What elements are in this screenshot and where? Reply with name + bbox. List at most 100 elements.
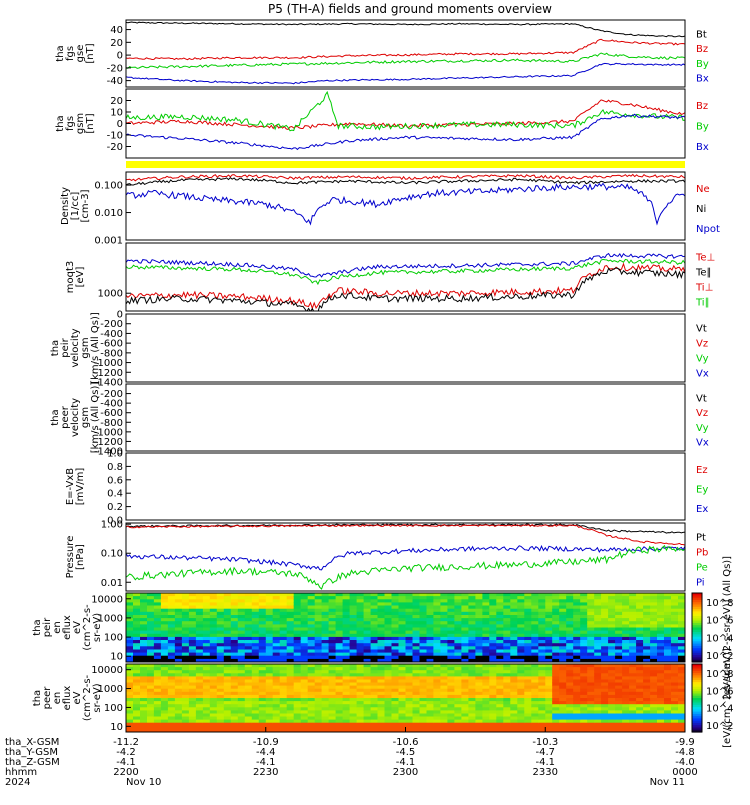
- fgs-gsm-ylabel-line: [nT]: [85, 113, 96, 133]
- legend-entry-pressure: Pb: [696, 548, 708, 559]
- xaxis-tick-label: -10.3: [532, 737, 558, 748]
- peir-velocity-ytick-label: -600: [100, 339, 123, 350]
- peer-velocity-frame: [125, 383, 686, 452]
- density-frame: [125, 171, 686, 241]
- peir-velocity-ylabel-line: [km/s (All Qs)]: [90, 312, 101, 384]
- series-pressure-Pb: [126, 524, 685, 546]
- panel-peir-spec: 10^8 10^6 10^4 10^2[eV/(cm^2-s-sr-eV)] (All…: [32, 556, 733, 699]
- density-ytick-label: 0.010: [94, 208, 123, 219]
- peir-velocity-ytick-label: -1000: [94, 358, 123, 369]
- peir-velocity-ylabel-line: peir: [60, 337, 71, 357]
- density-ytick-label: 0.001: [94, 236, 123, 247]
- efield-ytick-label: 0.2: [107, 502, 123, 513]
- xaxis-tick-label: -11.2: [113, 737, 139, 748]
- pressure-ylabel-line: Pressure: [65, 536, 76, 579]
- peir-spec-colorbar-tick: 10^2: [706, 651, 733, 662]
- fgs-gsm-legend: Bz By Bx: [696, 101, 709, 153]
- legend-entry-temperature: Ti⊥: [695, 283, 713, 294]
- pressure-ytick-label: 1.00: [101, 520, 123, 531]
- peir-velocity-ylabel-line: velocity: [70, 328, 81, 367]
- series-pressure-Pi: [126, 544, 685, 571]
- pressure-frame: [125, 522, 686, 592]
- panel-density: 0.100 0.010 0.001 Density [1/cc] [cm-3] Ne Ni Np…: [60, 171, 720, 247]
- peer-velocity-ytick-label: -800: [100, 418, 123, 429]
- panel-fgs-gse: 40 20 0-20 -40 tha fgs gse [nT] Bt Bz By Bx: [55, 19, 709, 88]
- peir-spec-ytick-label: 10000: [91, 594, 123, 605]
- fgs-gse-ylabel-line: tha: [55, 45, 66, 61]
- series-fgs-gsm-Bz: [126, 99, 685, 130]
- status-bar: [126, 161, 685, 168]
- temperature-frame: [125, 242, 686, 312]
- xaxis-tick-label: -4.2: [116, 747, 136, 758]
- peer-spec-ylabel-line: tha: [32, 690, 43, 706]
- peer-velocity-ylabel-line: [km/s (All Qs)]: [90, 382, 101, 454]
- xaxis-tick-label: 2300: [393, 767, 418, 778]
- peir-spec-ylabel-line: (cm^2-s-: [82, 604, 93, 651]
- pressure-series: [126, 523, 685, 590]
- xaxis-tick-label: -4.1: [396, 757, 416, 768]
- peer-spec-colorbar-tick: 10^2: [706, 721, 733, 732]
- fgs-gsm-ytick-label: 20: [110, 96, 123, 107]
- fgs-gsm-ylabel-line: gsm: [75, 113, 86, 134]
- peir-spec-colorbar: 10^8 10^6 10^4 10^2[eV/(cm^2-s-sr-eV)] (All…: [691, 556, 733, 699]
- peir-spec-ylabel-line: sr-eV): [92, 613, 103, 642]
- peer-spec-ylabel-line: eV: [72, 691, 83, 704]
- efield-ytick-label: 0.8: [107, 462, 123, 473]
- legend-entry-pressure: Pi: [696, 578, 705, 589]
- peir-velocity-legend: Vt Vz Vy Vx: [696, 324, 709, 380]
- peer-spec-ytick-label: 10: [110, 722, 123, 733]
- pressure-ytick-label: 0.10: [101, 549, 123, 560]
- temperature-legend: Te⊥ Te∥ Ti⊥ Ti∥: [695, 253, 715, 309]
- xaxis-tick-label: -4.4: [256, 747, 276, 758]
- panel-peer-velocity: -200-400-600-800-1000-1200-1400 tha peer ve…: [50, 382, 709, 458]
- peer-spec-colorbar-label: [eV/(cm^2-s-sr-eV)]: [722, 648, 733, 748]
- legend-entry-temperature: Te⊥: [695, 253, 715, 264]
- xaxis-row-label: 2024: [5, 777, 30, 788]
- peir-spec-heatmap: [126, 593, 685, 662]
- xaxis-tick-label: -9.9: [675, 737, 695, 748]
- temperature-ylabel-line: moqt3: [65, 261, 76, 294]
- xaxis-tick-label: -4.0: [675, 757, 695, 768]
- xaxis-tick-label: -4.7: [535, 747, 555, 758]
- peir-spec-colorbar-label: [eV/(cm^2-s-sr-eV)] (All Qs)]: [722, 556, 733, 699]
- peer-spec-ytick-label: 10000: [91, 665, 123, 676]
- series-fgs-gsm-By: [126, 90, 685, 132]
- peer-velocity-ytick-label: -1400: [94, 447, 123, 458]
- pressure-legend: Pt Pb Pe Pi: [696, 533, 708, 589]
- fgs-gsm-ylabel-line: tha: [55, 115, 66, 131]
- legend-entry-density: Ni: [696, 204, 706, 215]
- legend-entry-fgs-gsm: Bz: [696, 101, 708, 112]
- peer-velocity-ytick-label: -200: [100, 389, 123, 400]
- legend-entry-pressure: Pe: [696, 563, 708, 574]
- peir-spec-ylabel-line: tha: [32, 619, 43, 635]
- peer-velocity-ytick-label: -600: [100, 408, 123, 419]
- xaxis-tick-label: Nov 10: [126, 777, 161, 788]
- xaxis-row-label: hhmm: [5, 767, 37, 778]
- legend-entry-peir-velocity: Vt: [696, 324, 707, 335]
- efield-ytick-label: 0.6: [107, 475, 123, 486]
- efield-legend: Ez Ey Ex: [696, 465, 708, 515]
- xaxis-tick-label: 0000: [672, 767, 697, 778]
- legend-entry-density: Npot: [696, 224, 720, 235]
- peer-spec-ytick-label: 1000: [98, 684, 123, 695]
- temperature-series: [126, 252, 685, 311]
- xaxis-tick-label: -10.9: [253, 737, 279, 748]
- peir-velocity-ytick-label: -1400: [94, 378, 123, 389]
- legend-entry-fgs-gsm: Bx: [696, 142, 709, 153]
- efield-ytick-label: 1.0: [107, 449, 123, 460]
- peer-spec-ylabel-line: eflux: [62, 686, 73, 711]
- fgs-gse-legend: Bt Bz By Bx: [696, 29, 709, 84]
- peer-velocity-ylabel-line: velocity: [70, 398, 81, 437]
- peir-velocity-ytick-label: -200: [100, 319, 123, 330]
- density-ylabel-line: Density: [60, 187, 71, 225]
- panel-peir-velocity: 0-200-400-600-800-1000-1200-1400 tha peir v…: [50, 310, 709, 389]
- density-ylabel-line: [1/cc]: [70, 192, 81, 221]
- panel-efield: 1.0 0.8 0.6 0.4 0.2 0.0 E=-VxB [mV/m] Ez Ey Ex: [65, 449, 708, 527]
- series-fgs-gse-Bz: [126, 38, 685, 61]
- legend-entry-fgs-gsm: By: [696, 122, 709, 133]
- legend-entry-peer-velocity: Vt: [696, 393, 707, 404]
- legend-entry-efield: Ey: [696, 485, 708, 496]
- pressure-ytick-label: 0.01: [101, 578, 123, 589]
- peer-spec-colorbar-tick: 10^8: [706, 669, 733, 680]
